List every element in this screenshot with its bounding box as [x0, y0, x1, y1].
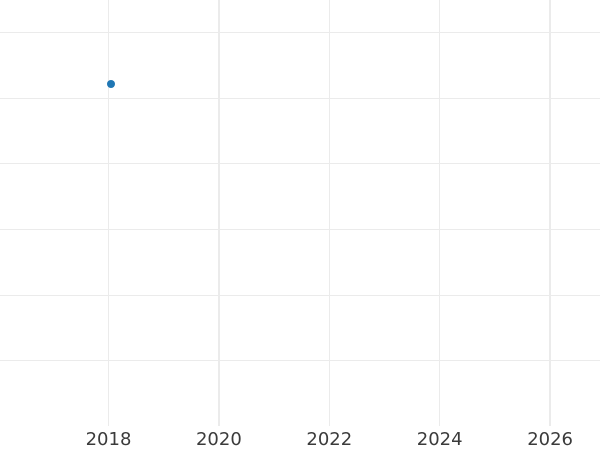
vertical-gridline: [107, 0, 110, 426]
vertical-gridline: [439, 0, 441, 426]
x-axis-tick-label: 2026: [527, 429, 573, 450]
horizontal-gridline: [0, 97, 600, 99]
vertical-gridline: [328, 0, 330, 426]
x-axis-tick-label: 2024: [416, 429, 463, 450]
horizontal-gridline: [0, 229, 600, 230]
x-axis-tick-label: 2022: [306, 429, 353, 450]
data-point: [106, 80, 115, 89]
horizontal-gridline: [0, 360, 600, 362]
x-axis-tick-label: 2020: [195, 429, 242, 450]
x-axis-tick-label: 2018: [85, 429, 132, 450]
horizontal-gridline: [0, 32, 600, 33]
horizontal-gridline: [0, 294, 600, 296]
vertical-gridline: [549, 0, 551, 426]
horizontal-gridline: [0, 163, 600, 165]
vertical-gridline: [218, 0, 220, 426]
